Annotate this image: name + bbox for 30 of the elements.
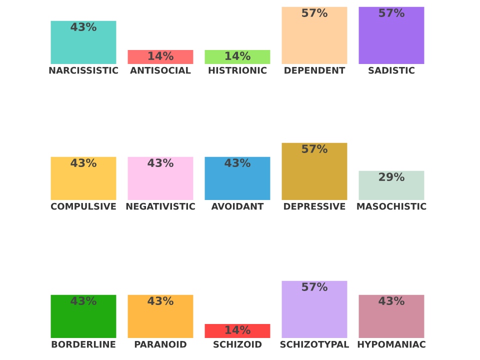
x-tick-label: COMPULSIVE [50, 202, 116, 210]
data-label: 14% [225, 326, 250, 334]
data-label: 14% [148, 52, 174, 60]
x-tick-label: DEPRESSIVE [284, 202, 346, 210]
data-label: 43% [70, 158, 96, 167]
data-label: 57% [302, 144, 328, 153]
x-tick-label: NARCISSISTIC [49, 66, 118, 74]
x-tick-label: AVOIDANT [211, 202, 264, 210]
data-label: 43% [148, 296, 174, 305]
data-label: 43% [224, 158, 250, 167]
x-tick-label: BORDERLINE [52, 340, 116, 348]
data-label: 43% [70, 296, 96, 305]
x-tick-label: MASOCHISTIC [357, 202, 426, 210]
x-tick-label: HISTRIONIC [208, 66, 266, 74]
data-label: 14% [225, 52, 250, 60]
x-tick-label: HYPOMANIAC [358, 340, 426, 348]
data-label: 57% [302, 282, 328, 291]
data-label: 43% [148, 158, 174, 167]
data-label: 43% [378, 296, 404, 305]
data-label: 29% [379, 172, 404, 182]
x-tick-label: NEGATIVISTIC [126, 202, 195, 210]
x-tick-label: SCHIZOTYPAL [280, 340, 349, 348]
data-label: 43% [70, 22, 96, 31]
x-tick-label: DEPENDENT [284, 67, 346, 74]
data-label: 57% [379, 8, 404, 17]
data-label: 57% [302, 8, 328, 17]
x-tick-label: PARANOID [134, 340, 186, 348]
x-tick-label: ANTISOCIAL [130, 66, 191, 74]
x-tick-label: SCHIZOID [214, 340, 262, 348]
x-tick-label: SADISTIC [368, 66, 414, 74]
